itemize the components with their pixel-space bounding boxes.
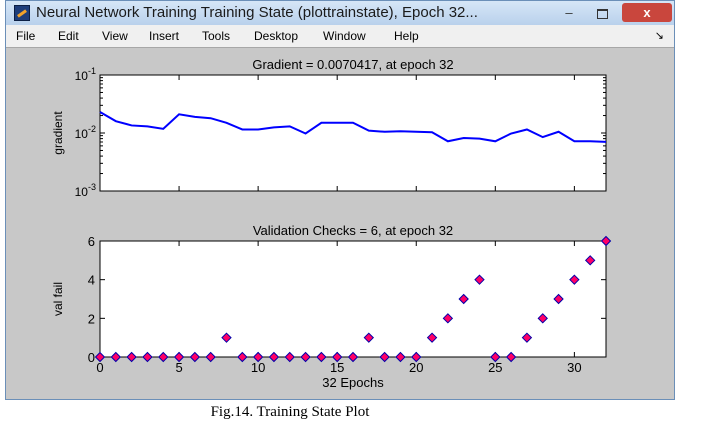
valcheck-point bbox=[252, 351, 264, 363]
minimize-button[interactable]: – bbox=[565, 5, 573, 20]
valcheck-point bbox=[142, 351, 153, 363]
gradient-ytick-label: 10-3 bbox=[75, 182, 96, 199]
valcheck-point bbox=[426, 332, 438, 343]
valcheck-point bbox=[173, 351, 185, 363]
menu-bar: File Edit View Insert Tools Desktop Wind… bbox=[6, 25, 674, 48]
valcheck-point bbox=[600, 235, 612, 247]
menu-edit[interactable]: Edit bbox=[58, 29, 79, 43]
valcheck-point bbox=[521, 332, 533, 343]
valcheck-point bbox=[569, 274, 580, 285]
valcheck-point bbox=[331, 351, 343, 363]
valcheck-point bbox=[284, 351, 295, 363]
gradient-series-line bbox=[99, 111, 607, 143]
menu-insert[interactable]: Insert bbox=[149, 29, 180, 43]
menu-file[interactable]: File bbox=[16, 29, 36, 43]
menu-desktop[interactable]: Desktop bbox=[254, 29, 299, 43]
valcheck-point bbox=[347, 351, 359, 363]
menu-help[interactable]: Help bbox=[394, 29, 419, 43]
valcheck-ytick-label: 0 bbox=[88, 350, 95, 365]
valcheck-xtick-label: 30 bbox=[567, 360, 581, 375]
valcheck-point bbox=[584, 255, 596, 266]
valcheck-ytick-label: 2 bbox=[88, 311, 95, 326]
plot-area: Gradient = 0.0070417, at epoch 32 gradien… bbox=[6, 47, 674, 399]
menu-window[interactable]: Window bbox=[323, 29, 366, 43]
valcheck-xtick-label: 5 bbox=[175, 360, 182, 375]
gradient-ytick-label: 10-1 bbox=[75, 66, 96, 83]
gradient-title: Gradient = 0.0070417, at epoch 32 bbox=[252, 57, 453, 72]
menu-view[interactable]: View bbox=[102, 29, 128, 43]
valcheck-point bbox=[505, 351, 517, 363]
valcheck-point bbox=[553, 293, 564, 305]
dock-arrow-icon[interactable]: ↘ bbox=[654, 30, 664, 42]
valcheck-point bbox=[237, 351, 248, 363]
close-button[interactable]: x bbox=[622, 3, 672, 22]
valcheck-axes-box bbox=[99, 240, 607, 358]
valcheck-point bbox=[490, 351, 501, 363]
valcheck-xtick-label: 15 bbox=[330, 360, 344, 375]
valcheck-point bbox=[221, 332, 232, 343]
valcheck-xtick-label: 10 bbox=[251, 360, 265, 375]
valcheck-title: Validation Checks = 6, at epoch 32 bbox=[253, 223, 453, 238]
valcheck-xtick-label: 25 bbox=[488, 360, 502, 375]
gradient-axes-box bbox=[99, 74, 607, 192]
valcheck-point bbox=[458, 293, 469, 305]
valcheck-point bbox=[411, 351, 422, 363]
menu-tools[interactable]: Tools bbox=[202, 29, 231, 43]
valcheck-point bbox=[300, 351, 311, 363]
valcheck-point bbox=[110, 351, 122, 363]
plots-svg: Gradient = 0.0070417, at epoch 32 gradien… bbox=[51, 57, 612, 390]
valcheck-point bbox=[268, 351, 280, 363]
valcheck-point bbox=[363, 332, 375, 343]
matlab-icon bbox=[14, 5, 30, 21]
valcheck-point bbox=[316, 351, 327, 363]
valcheck-point bbox=[205, 351, 216, 363]
valcheck-xlabel: 32 Epochs bbox=[322, 375, 384, 390]
valcheck-ytick-label: 4 bbox=[88, 273, 95, 288]
valcheck-ylabel: val fail bbox=[51, 282, 65, 316]
valcheck-point bbox=[395, 351, 406, 363]
valcheck-point bbox=[474, 274, 485, 285]
maximize-button[interactable] bbox=[590, 3, 614, 22]
valcheck-ytick-label: 6 bbox=[88, 234, 95, 249]
figure-caption: Fig.14. Training State Plot bbox=[210, 404, 370, 420]
title-bar[interactable]: Neural Network Training Training State (… bbox=[6, 1, 674, 26]
valcheck-point bbox=[158, 351, 169, 363]
window-title: Neural Network Training Training State (… bbox=[36, 4, 478, 21]
valcheck-point bbox=[126, 351, 137, 363]
gradient-ytick-label: 10-2 bbox=[75, 124, 96, 141]
valcheck-xtick-label: 20 bbox=[409, 360, 423, 375]
maximize-icon bbox=[596, 8, 608, 19]
valcheck-xtick-label: 0 bbox=[96, 360, 103, 375]
gradient-ylabel: gradient bbox=[51, 111, 65, 155]
valcheck-point bbox=[189, 351, 201, 363]
figure-window: Neural Network Training Training State (… bbox=[5, 0, 675, 400]
valcheck-point bbox=[94, 351, 106, 363]
valcheck-point bbox=[442, 313, 454, 324]
valcheck-point bbox=[379, 351, 390, 363]
valcheck-point bbox=[537, 313, 548, 324]
